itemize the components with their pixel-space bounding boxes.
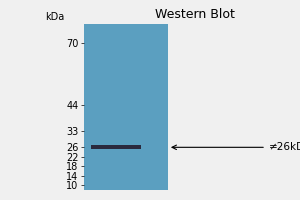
Bar	[91, 145, 141, 149]
Text: Western Blot: Western Blot	[155, 8, 235, 21]
Text: kDa: kDa	[45, 12, 64, 22]
Text: ≠26kDa: ≠26kDa	[172, 142, 300, 152]
